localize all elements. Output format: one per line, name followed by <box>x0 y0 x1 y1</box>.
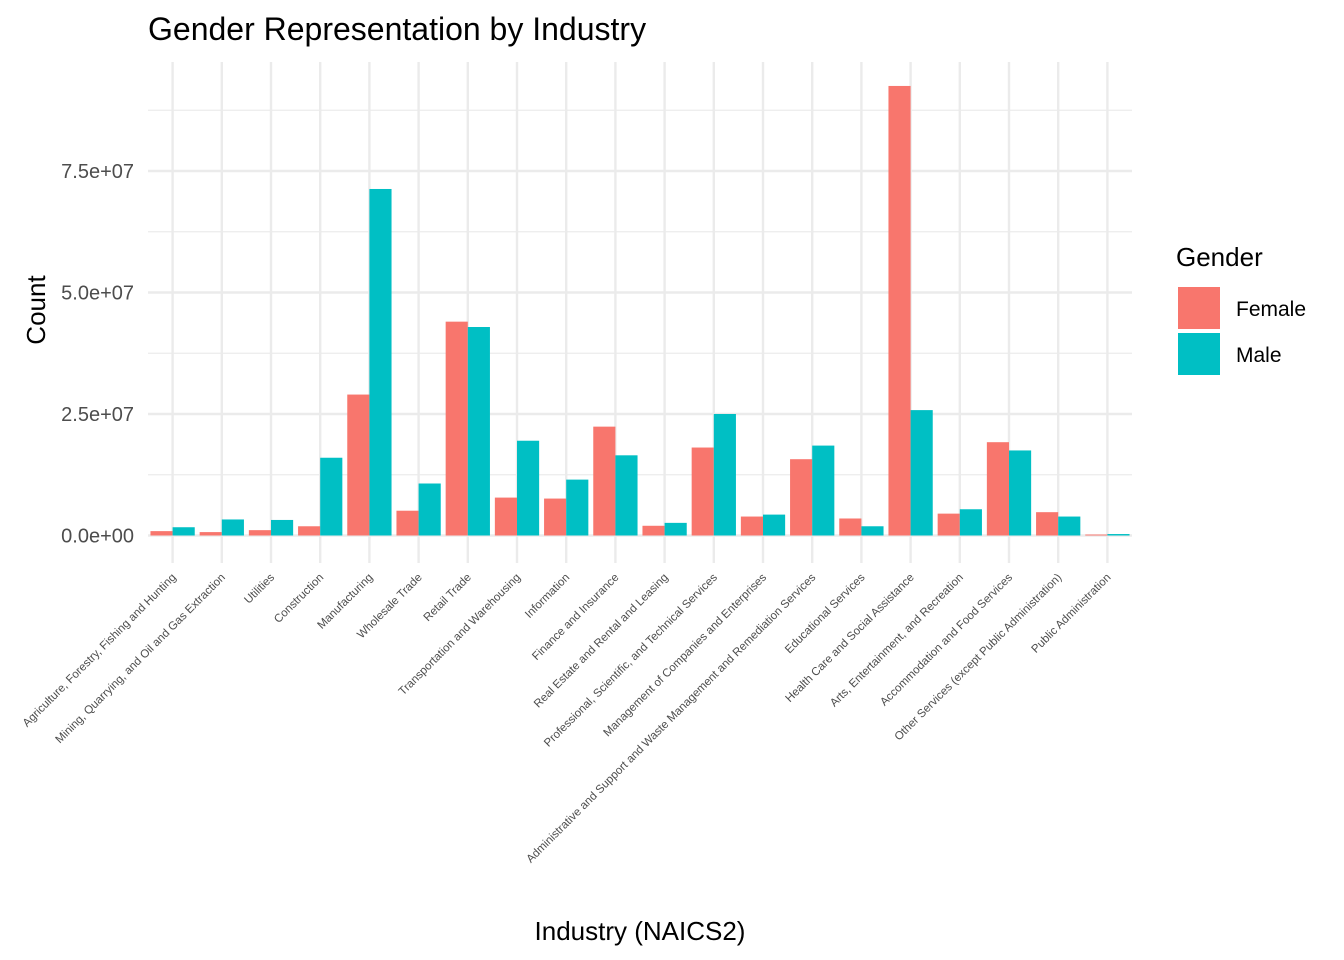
bar-female <box>986 442 1009 536</box>
bar-male <box>959 509 982 536</box>
x-tick-label: Construction <box>272 572 326 626</box>
bar-female <box>888 85 911 536</box>
bar-female <box>1036 512 1059 536</box>
bar-male <box>418 483 441 536</box>
bar-female <box>937 513 960 536</box>
bar-female <box>642 525 665 536</box>
legend-label: Male <box>1236 344 1282 367</box>
bar-female <box>1085 534 1108 536</box>
bar-female <box>593 426 616 536</box>
y-tick-label: 7.5e+07 <box>61 161 134 183</box>
x-tick-label: Educational Services <box>783 571 868 656</box>
legend-label: Female <box>1236 298 1306 321</box>
bar-female <box>445 321 468 536</box>
bar-male <box>1058 516 1081 536</box>
legend-key-female <box>1178 287 1220 329</box>
bar-male <box>763 514 786 536</box>
bar-female <box>150 531 173 536</box>
bar-male <box>221 519 244 536</box>
bar-male <box>566 479 589 536</box>
bar-male <box>1107 534 1130 536</box>
bar-male <box>713 414 736 536</box>
bar-male <box>467 327 490 536</box>
x-axis-title: Industry (NAICS2) <box>535 916 746 946</box>
bar-female <box>199 532 222 536</box>
bar-female <box>494 497 517 536</box>
y-tick-label: 0.0e+00 <box>61 526 134 548</box>
bar-male <box>664 522 687 536</box>
legend-key-male <box>1178 333 1220 375</box>
y-tick-label: 5.0e+07 <box>61 283 134 305</box>
x-tick-label: Information <box>523 572 572 621</box>
bar-female <box>347 394 370 536</box>
bar-female <box>839 518 862 536</box>
legend-title: Gender <box>1176 242 1263 272</box>
bar-female <box>691 447 714 536</box>
bars <box>150 85 1130 536</box>
bar-female <box>544 498 567 536</box>
bar-male <box>172 527 195 536</box>
bar-female <box>248 530 271 536</box>
bar-male <box>615 455 638 536</box>
bar-male <box>517 440 540 536</box>
bar-male <box>271 519 294 536</box>
chart-title: Gender Representation by Industry <box>148 11 646 47</box>
x-tick-label: Mining, Quarrying, and Oil and Gas Extra… <box>54 572 228 746</box>
bar-female <box>790 459 813 536</box>
x-tick-label: Utilities <box>242 571 277 606</box>
bar-female <box>298 526 321 536</box>
y-axis-ticks: 0.0e+00 2.5e+07 5.0e+07 7.5e+07 <box>61 161 134 548</box>
bar-male <box>812 445 835 536</box>
bar-male <box>861 526 884 536</box>
grid <box>148 62 1132 563</box>
x-tick-label: Retail Trade <box>422 572 474 624</box>
y-tick-label: 2.5e+07 <box>61 404 134 426</box>
bar-male <box>910 410 933 536</box>
bar-female <box>740 516 763 536</box>
bar-male <box>369 188 392 536</box>
bar-male <box>1009 450 1032 536</box>
x-tick-label: Finance and Insurance <box>530 572 621 663</box>
x-tick-label: Professional, Scientific, and Technical … <box>542 571 720 749</box>
x-tick-label: Other Services (except Public Administra… <box>893 572 1065 744</box>
x-axis-ticks: Agriculture, Forestry, Fishing and Hunti… <box>21 571 1114 865</box>
bar-female <box>396 510 419 536</box>
bar-male <box>320 457 343 536</box>
y-axis-title: Count <box>21 275 51 345</box>
legend: Gender Female Male <box>1176 242 1306 375</box>
